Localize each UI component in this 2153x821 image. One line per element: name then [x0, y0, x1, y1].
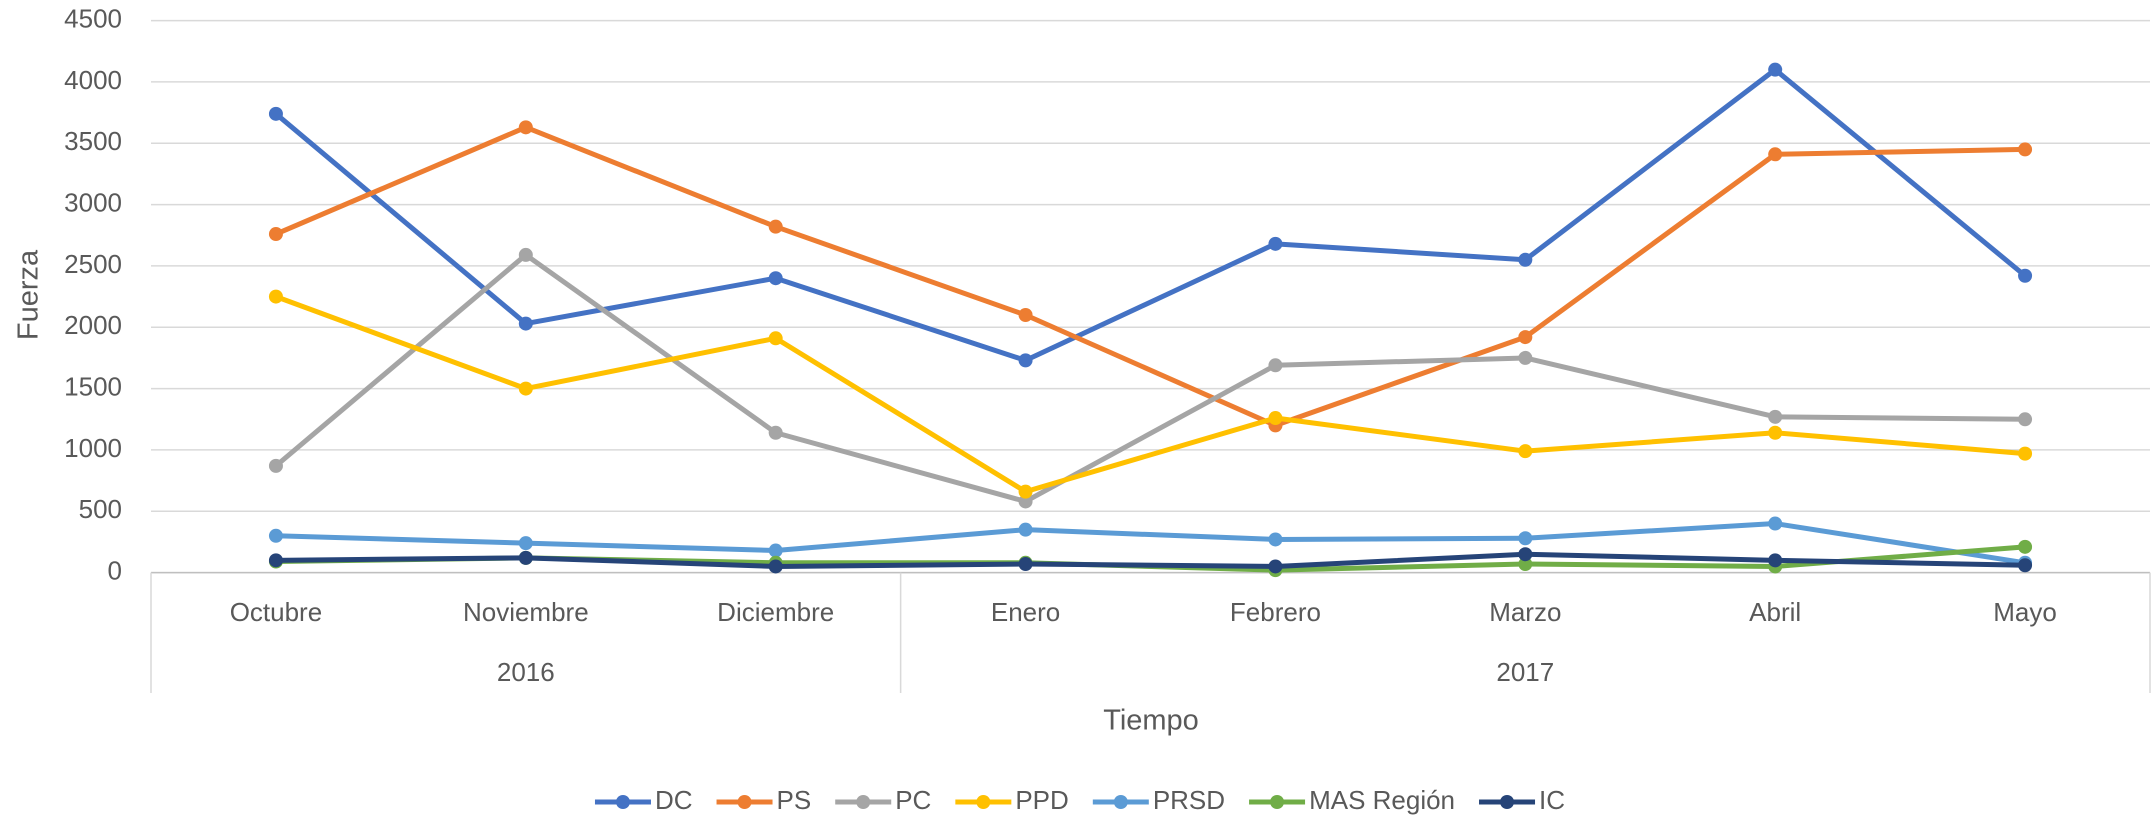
data-point	[1518, 557, 1533, 572]
x-tick-label: Abril	[1749, 597, 1801, 627]
y-tick-label: 4500	[64, 3, 122, 33]
data-point	[1518, 444, 1533, 459]
y-tick-label: 500	[79, 494, 122, 524]
data-point	[268, 553, 283, 568]
data-point	[1268, 358, 1283, 373]
data-point	[768, 331, 783, 346]
series-line	[274, 124, 2026, 428]
legend-label: PC	[895, 785, 931, 815]
legend-marker	[1500, 795, 1515, 809]
y-tick-label: 3000	[64, 187, 122, 217]
legend-marker	[615, 795, 630, 809]
data-point	[1018, 557, 1033, 572]
data-point	[1518, 330, 1533, 345]
legend: DC PS PC PPD PRSD MAS Región IC	[594, 785, 1565, 815]
x-tick-label: Diciembre	[717, 597, 834, 627]
x-group-label: 2017	[1496, 657, 1554, 687]
data-point	[2018, 412, 2033, 427]
x-tick-label: Marzo	[1489, 597, 1561, 627]
x-group-label: 2016	[497, 657, 555, 687]
x-tick-label: Enero	[991, 597, 1060, 627]
legend-marker	[976, 795, 991, 809]
legend-label: PRSD	[1153, 785, 1225, 815]
y-axis-title: Fuerza	[13, 249, 45, 340]
legend-label: MAS Región	[1309, 785, 1455, 815]
legend-label: PPD	[1015, 785, 1068, 815]
data-point	[518, 247, 533, 262]
data-point	[768, 271, 783, 286]
data-point	[1268, 236, 1283, 251]
y-tick-label: 1500	[64, 371, 122, 401]
data-point	[1768, 147, 1783, 162]
data-point	[268, 227, 283, 242]
series-line	[275, 551, 2026, 569]
data-point	[2018, 142, 2033, 157]
data-point	[1768, 553, 1783, 568]
series-line	[275, 294, 2026, 495]
data-point	[1518, 547, 1533, 562]
y-tick-label: 3500	[64, 126, 122, 156]
data-point	[518, 550, 533, 565]
x-tick-label: Mayo	[1993, 597, 2057, 627]
y-tick-label: 2500	[64, 249, 122, 279]
series-line	[275, 521, 2026, 566]
y-tick-label: 4000	[64, 65, 122, 95]
data-point	[1268, 532, 1283, 547]
data-point	[768, 543, 783, 558]
data-point	[518, 536, 533, 551]
data-point	[1268, 411, 1283, 426]
data-point	[518, 316, 533, 331]
legend-marker	[737, 795, 752, 809]
legend-marker	[1270, 795, 1285, 809]
data-point	[768, 425, 783, 440]
data-point	[1268, 559, 1283, 574]
data-point	[1768, 425, 1783, 440]
data-point	[768, 559, 783, 574]
x-tick-label: Noviembre	[463, 597, 589, 627]
x-tick-label: Octubre	[230, 597, 323, 627]
x-tick-label: Febrero	[1230, 597, 1321, 627]
data-point	[518, 381, 533, 396]
data-point	[1768, 409, 1783, 424]
legend-label: IC	[1539, 785, 1565, 815]
data-point	[1518, 531, 1533, 546]
legend-marker	[856, 795, 871, 809]
data-point	[2018, 539, 2033, 554]
data-point	[1018, 353, 1033, 368]
data-point	[1018, 484, 1033, 499]
data-point	[1768, 62, 1783, 77]
data-point	[2018, 268, 2033, 283]
data-point	[1018, 494, 1033, 509]
x-axis-title: Tiempo	[1103, 705, 1199, 737]
data-point	[1768, 516, 1783, 531]
legend-label: DC	[655, 785, 693, 815]
legend-marker	[1113, 795, 1128, 809]
series-line	[274, 252, 2026, 504]
data-point	[268, 458, 283, 473]
y-tick-label: 2000	[64, 310, 122, 340]
data-point	[2018, 446, 2033, 461]
series-line	[274, 67, 2027, 363]
y-tick-label: 0	[108, 555, 122, 585]
data-point	[1518, 350, 1533, 365]
y-tick-label: 1000	[64, 433, 122, 463]
data-point	[268, 106, 283, 121]
data-point	[1518, 252, 1533, 267]
data-point	[768, 219, 783, 234]
legend-label: PS	[777, 785, 812, 815]
data-point	[1018, 308, 1033, 322]
data-point	[268, 528, 283, 543]
data-point	[518, 120, 533, 135]
data-point	[2018, 558, 2033, 573]
data-point	[268, 289, 283, 304]
data-point	[1018, 522, 1033, 537]
